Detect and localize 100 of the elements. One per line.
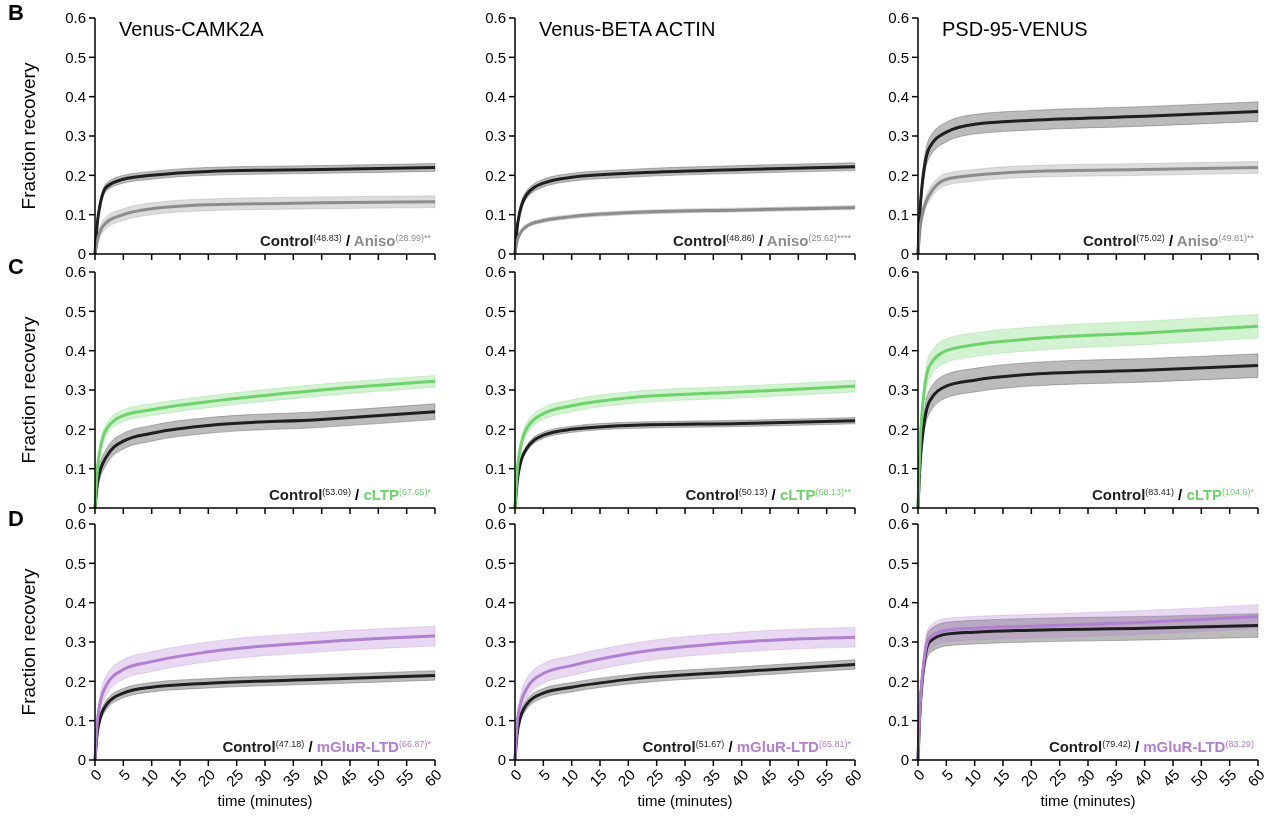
x-tick-label: 15 [166, 765, 190, 790]
x-tick-label: 40 [307, 765, 332, 790]
text: Control$^{(48.86)}$ [672, 232, 755, 249]
y-tick-label: 0.4 [65, 593, 86, 611]
text: Control$^{(75.02)}$ [1082, 232, 1165, 249]
y-tick-label: 0.1 [485, 459, 506, 477]
x-tick-label: 25 [642, 765, 667, 790]
y-tick-label: 0.4 [888, 593, 909, 611]
y-tick-label: 0.4 [888, 341, 909, 359]
x-axis-title: time (minutes) [217, 792, 313, 809]
text: Control$^{(53.09)}$ [269, 486, 351, 503]
x-tick-label: 45 [336, 765, 360, 790]
annotation: / [350, 486, 364, 503]
x-tick-label: 25 [1045, 765, 1070, 790]
y-tick-label: 0.3 [65, 381, 86, 399]
x-axis-title: time (minutes) [1040, 792, 1136, 809]
y-tick-label: 0.5 [485, 302, 506, 320]
y-tick-label: 0.1 [888, 711, 909, 729]
text: C [8, 254, 24, 279]
text: Control$^{(79.42)}$ [1048, 738, 1131, 755]
y-tick-label: 0.2 [485, 420, 506, 438]
x-tick-label: 60 [421, 765, 445, 790]
y-tick-label: 0.6 [485, 9, 506, 27]
y-tick-label: 0.5 [888, 302, 909, 320]
y-tick-label: 0.5 [888, 48, 909, 66]
y-tick-label: 0 [497, 499, 506, 517]
x-tick-label: 5 [115, 765, 134, 784]
y-tick-label: 0.1 [65, 711, 86, 729]
x-tick-label: 55 [1215, 765, 1240, 790]
y-tick-label: 0.6 [888, 515, 909, 533]
x-tick-label: 45 [1159, 765, 1183, 790]
y-tick-label: 0.6 [485, 263, 506, 281]
y-tick-label: 0.1 [65, 205, 86, 223]
x-tick-label: 5 [535, 765, 554, 784]
y-tick-label: 0.5 [65, 48, 86, 66]
y-tick-label: 0.1 [485, 205, 506, 223]
annotation: / [754, 232, 767, 249]
x-tick-label: 20 [1017, 765, 1042, 790]
x-tick-label: 30 [671, 765, 695, 790]
x-tick-label: 60 [1244, 765, 1268, 790]
y-tick-label: 0.6 [65, 263, 86, 281]
y-tick-label: 0.5 [485, 554, 506, 572]
x-tick-label: 10 [137, 765, 162, 790]
text: cLTP$^{(67.65)*}$ [363, 486, 432, 503]
text: Control$^{(83.41)}$ [1092, 486, 1174, 503]
series-label: Aniso$^{(28.99)**}$ [353, 232, 432, 249]
y-tick-label: 0.4 [485, 87, 506, 105]
annotation: / [724, 738, 737, 755]
chart-title: Venus-CAMK2A [119, 18, 265, 40]
y-tick-label: 0 [77, 751, 86, 769]
y-tick-label: 0.6 [888, 9, 909, 27]
y-tick-label: 0.2 [485, 672, 506, 690]
annotation: / [304, 738, 317, 755]
y-tick-label: 0.2 [485, 166, 506, 184]
x-axis-title: time (minutes) [637, 792, 733, 809]
chart-title: Venus-BETA ACTIN [539, 18, 716, 40]
x-tick-label: 55 [392, 765, 417, 790]
x-tick-label: 30 [1074, 765, 1098, 790]
text: mGluR-LTD$^{(83.29)}$ [1143, 738, 1254, 755]
x-tick-label: 45 [756, 765, 780, 790]
annotation: / [1130, 738, 1144, 755]
text: D [8, 506, 24, 531]
y-tick-label: 0.1 [888, 459, 909, 477]
y-tick-label: 0.2 [888, 420, 909, 438]
annotation: / [1164, 232, 1177, 249]
y-tick-label: 0.3 [485, 381, 506, 399]
y-tick-label: 0.4 [485, 341, 506, 359]
text: Aniso$^{(49.81)**}$ [1176, 232, 1255, 249]
text: cLTP$^{(68.13)**}$ [779, 486, 852, 503]
text: cLTP$^{(104.6)*}$ [1186, 486, 1255, 503]
y-tick-label: 0.2 [65, 420, 86, 438]
y-axis-title: Fraction recovery [18, 62, 39, 210]
x-tick-label: 20 [614, 765, 639, 790]
y-tick-label: 0.6 [65, 9, 86, 27]
y-tick-label: 0.3 [888, 381, 909, 399]
y-tick-label: 0.2 [888, 672, 909, 690]
y-tick-label: 0.3 [888, 127, 909, 145]
y-tick-label: 0.4 [65, 87, 86, 105]
y-tick-label: 0 [497, 245, 506, 263]
x-tick-label: 50 [364, 765, 389, 790]
x-tick-label: 20 [194, 765, 219, 790]
text: mGluR-LTD$^{(65.81)*}$ [736, 738, 852, 755]
x-tick-label: 30 [251, 765, 275, 790]
y-tick-label: 0.1 [485, 711, 506, 729]
x-tick-label: 15 [586, 765, 610, 790]
y-tick-label: 0.6 [65, 515, 86, 533]
x-tick-label: 25 [222, 765, 247, 790]
y-tick-label: 0.2 [65, 166, 86, 184]
text: Control$^{(48.83)}$ [259, 232, 342, 249]
annotation: / [1173, 486, 1187, 503]
text: B [8, 0, 24, 25]
x-tick-label: 5 [938, 765, 957, 784]
chart-title: PSD-95-VENUS [942, 18, 1088, 40]
x-tick-label: 40 [727, 765, 752, 790]
y-tick-label: 0.4 [888, 87, 909, 105]
x-tick-label: 10 [960, 765, 985, 790]
y-tick-label: 0.6 [888, 263, 909, 281]
y-tick-label: 0.1 [888, 205, 909, 223]
y-tick-label: 0.2 [888, 166, 909, 184]
y-tick-label: 0.5 [888, 554, 909, 572]
